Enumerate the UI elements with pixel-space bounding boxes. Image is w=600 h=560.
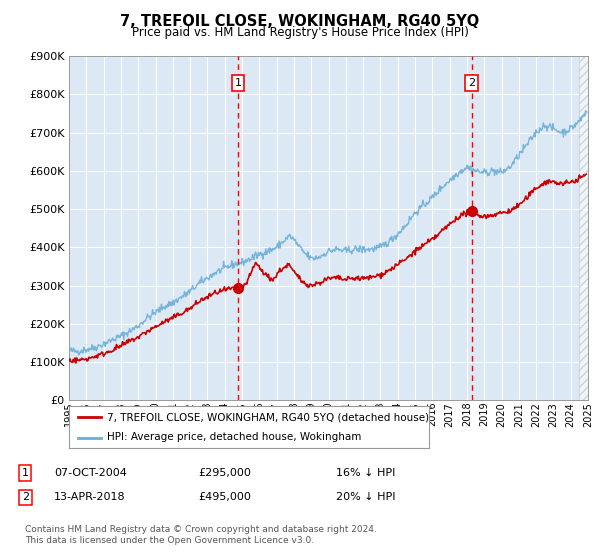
Text: £295,000: £295,000 [198, 468, 251, 478]
Text: 7, TREFOIL CLOSE, WOKINGHAM, RG40 5YQ (detached house): 7, TREFOIL CLOSE, WOKINGHAM, RG40 5YQ (d… [107, 412, 429, 422]
Text: 13-APR-2018: 13-APR-2018 [54, 492, 125, 502]
Text: 2: 2 [468, 78, 475, 88]
Text: 1: 1 [22, 468, 29, 478]
Text: 2: 2 [22, 492, 29, 502]
Text: Price paid vs. HM Land Registry's House Price Index (HPI): Price paid vs. HM Land Registry's House … [131, 26, 469, 39]
Text: HPI: Average price, detached house, Wokingham: HPI: Average price, detached house, Woki… [107, 432, 361, 442]
Text: £495,000: £495,000 [198, 492, 251, 502]
Text: 1: 1 [235, 78, 242, 88]
Text: 20% ↓ HPI: 20% ↓ HPI [336, 492, 395, 502]
Text: 7, TREFOIL CLOSE, WOKINGHAM, RG40 5YQ: 7, TREFOIL CLOSE, WOKINGHAM, RG40 5YQ [121, 14, 479, 29]
Text: Contains HM Land Registry data © Crown copyright and database right 2024.
This d: Contains HM Land Registry data © Crown c… [25, 525, 377, 545]
Text: 16% ↓ HPI: 16% ↓ HPI [336, 468, 395, 478]
Bar [580, 56, 588, 400]
Text: 07-OCT-2004: 07-OCT-2004 [54, 468, 127, 478]
